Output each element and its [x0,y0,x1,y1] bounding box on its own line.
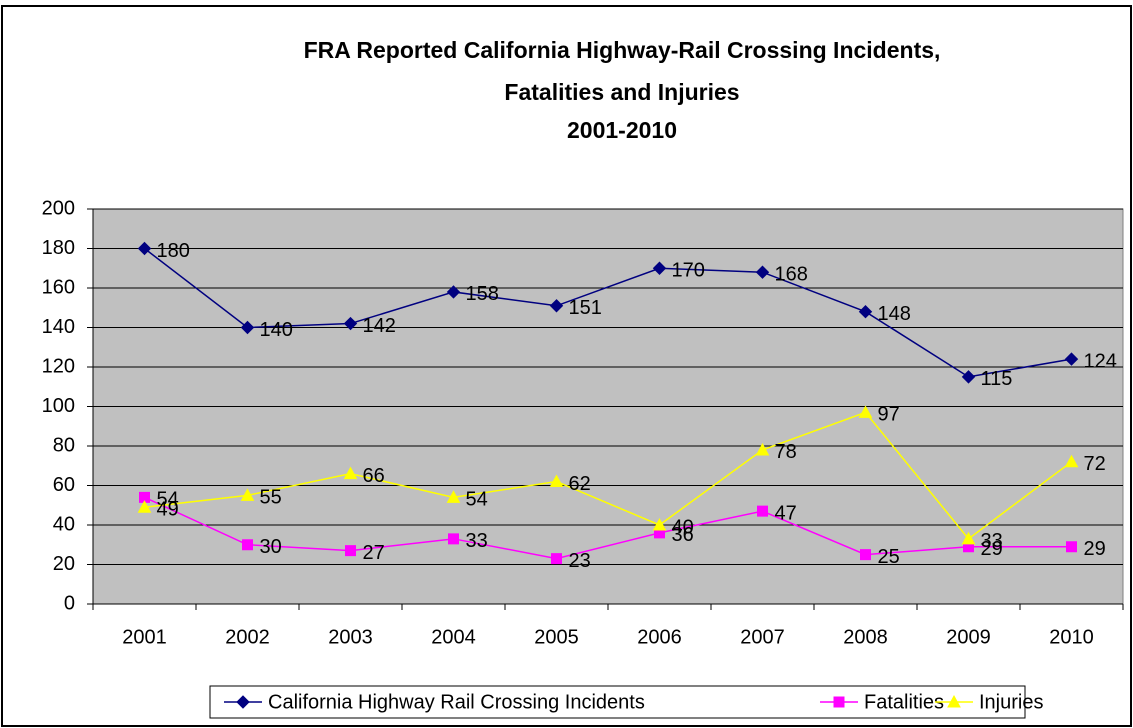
data-point [343,316,358,331]
data-point [549,474,564,488]
data-point [137,241,152,256]
data-point [652,261,667,275]
data-label: 148 [878,303,911,325]
data-label: 170 [672,260,705,282]
data-label: 97 [878,404,900,426]
data-point [755,265,770,279]
x-tick-label: 2008 [843,626,888,648]
data-label: 40 [672,516,694,538]
data-label: 140 [260,319,293,341]
data-point [345,545,356,557]
data-point [446,490,461,503]
series-line [144,411,1072,540]
y-tick-label: 0 [64,592,75,614]
data-point [448,533,459,545]
data-label: 54 [466,489,488,511]
x-tick-label: 2005 [534,626,579,648]
chart-title: Fatalities and Injuries [504,79,739,105]
data-point [961,370,976,384]
y-tick-label: 40 [53,513,75,535]
data-label: 33 [981,530,1003,552]
y-tick-label: 100 [42,395,75,417]
data-point [242,539,253,551]
data-point [1064,352,1079,366]
legend-marker [833,696,845,708]
data-label: 115 [981,368,1013,390]
data-label: 36 [672,524,694,546]
data-label: 30 [260,536,282,558]
data-label: 33 [466,530,488,552]
data-point [961,531,976,545]
data-point [1064,454,1079,468]
data-point [137,500,152,513]
data-point [858,304,873,319]
y-tick-label: 160 [42,276,75,298]
y-tick-label: 180 [42,237,75,259]
data-point [343,466,358,480]
y-tick-label: 60 [53,474,75,496]
x-tick-label: 2002 [225,626,270,648]
data-label: 180 [157,240,190,262]
chart-title: 2001-2010 [567,117,677,143]
data-point [139,491,150,503]
data-label: 27 [363,542,385,564]
x-tick-label: 2007 [740,626,785,648]
chart-title: FRA Reported California Highway-Rail Cro… [304,37,941,63]
data-point [551,553,562,565]
data-point [755,442,770,456]
x-tick-label: 2010 [1049,626,1094,648]
data-point [652,517,667,531]
data-label: 168 [775,263,808,285]
y-tick-label: 80 [53,434,75,456]
data-label: 25 [878,546,900,568]
legend-marker [236,695,250,709]
data-label: 29 [1084,538,1106,560]
x-tick-label: 2001 [122,626,167,648]
data-point [446,285,461,299]
data-label: 142 [363,315,396,337]
data-label: 49 [157,499,179,521]
legend-label: Injuries [979,691,1043,713]
data-point [757,505,768,517]
data-label: 62 [569,473,591,495]
x-tick-label: 2004 [431,626,476,648]
data-point [549,299,564,313]
y-tick-label: 140 [42,316,75,338]
data-point [240,320,255,335]
legend-label: Fatalities [864,691,944,713]
legend-marker [947,694,961,708]
series-line [144,247,1072,378]
data-point [860,549,871,561]
x-tick-label: 2006 [637,626,682,648]
data-label: 124 [1084,350,1117,372]
y-tick-label: 120 [42,355,75,377]
data-label: 29 [981,538,1003,560]
data-label: 23 [569,550,591,572]
y-tick-label: 20 [53,553,75,575]
data-label: 72 [1084,453,1106,475]
legend [209,685,1026,719]
data-label: 47 [775,502,797,524]
data-label: 158 [466,283,499,305]
x-tick-label: 2009 [946,626,991,648]
series-line [144,496,1072,560]
legend-label: California Highway Rail Crossing Inciden… [268,691,645,713]
data-label: 78 [775,441,797,463]
data-point [240,488,255,501]
data-point [858,405,873,418]
x-tick-label: 2003 [328,626,373,648]
data-label: 151 [569,297,602,319]
data-label: 55 [260,487,282,509]
data-point [1066,541,1077,553]
data-label: 66 [363,465,385,487]
y-tick-label: 200 [42,197,75,219]
